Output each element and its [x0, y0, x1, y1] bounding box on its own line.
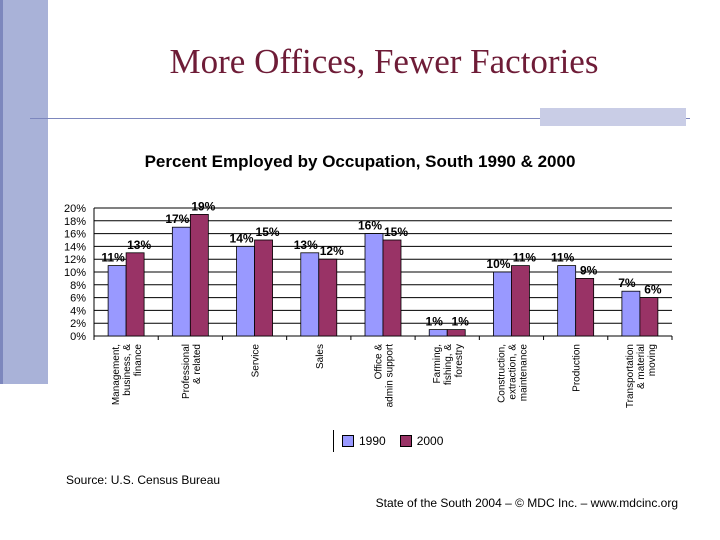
legend-item-2000: 2000	[399, 434, 444, 448]
bar-1990	[107, 265, 127, 337]
bar-2000	[125, 252, 145, 337]
title-divider	[30, 118, 690, 119]
x-category-label-line: maintenance	[518, 344, 529, 402]
y-tick-label: 2%	[70, 318, 86, 330]
side-accent-bar	[0, 0, 48, 384]
x-category-label-line: admin support	[385, 344, 396, 408]
x-category-label-line: fishing, &	[443, 344, 454, 385]
y-tick-label: 12%	[64, 254, 86, 266]
y-tick-label: 16%	[64, 229, 86, 241]
x-category-label-line: extraction, &	[507, 344, 518, 400]
source-note: Source: U.S. Census Bureau	[66, 473, 221, 487]
data-label: 13%	[127, 238, 151, 252]
title-divider-block	[540, 108, 686, 126]
y-tick-label: 14%	[64, 241, 86, 253]
data-label: 10%	[486, 257, 510, 271]
x-category-label-line: Transportation	[625, 344, 636, 408]
legend-label-2000: 2000	[416, 434, 444, 448]
bar-1990	[557, 265, 577, 337]
y-tick-label: 20%	[64, 203, 86, 215]
y-tick-label: 10%	[64, 267, 86, 279]
x-category-label-line: moving	[647, 344, 658, 376]
y-tick-label: 18%	[64, 216, 86, 228]
x-category-label-line: & related	[192, 344, 203, 384]
bar-chart: 0%2%4%6%8%10%12%14%16%18%20%11%13%Manage…	[64, 199, 673, 408]
data-label: 9%	[580, 263, 598, 277]
data-label: 19%	[191, 199, 215, 213]
data-label: 1%	[426, 315, 444, 329]
data-label: 6%	[644, 283, 662, 297]
legend-swatch-1990	[342, 435, 354, 447]
data-label: 11%	[513, 251, 537, 265]
x-category-label-line: business, &	[122, 344, 133, 396]
bar-1990	[236, 246, 255, 337]
footer-credit: State of the South 2004 – © MDC Inc. – w…	[375, 496, 678, 510]
data-label: 1%	[452, 315, 470, 329]
bar-1990	[300, 252, 320, 337]
slide-title: More Offices, Fewer Factories	[169, 42, 599, 81]
x-category-label-line: Professional	[181, 344, 192, 399]
legend-item-1990: 1990	[342, 434, 386, 448]
x-category-label-line: Farming,	[432, 344, 443, 383]
x-category-label-line: Production	[572, 344, 583, 392]
x-category-label: Office & admin support	[374, 344, 396, 408]
chart-title: Percent Employed by Occupation, South 19…	[144, 152, 576, 171]
side-accent-edge	[0, 0, 3, 384]
x-category-label-line: Service	[251, 344, 262, 378]
data-label: 13%	[294, 238, 318, 252]
bar-1990	[621, 290, 641, 337]
x-category-label: Production	[572, 344, 583, 392]
bar-1990	[364, 233, 384, 337]
data-label: 11%	[101, 251, 125, 265]
y-tick-label: 0%	[70, 331, 86, 343]
bar-2000	[318, 258, 338, 337]
x-category-label: Transportation & material moving	[625, 344, 658, 408]
data-label: 12%	[320, 244, 344, 258]
x-category-label: Professional & related	[181, 344, 203, 399]
x-category-label-line: Office &	[374, 344, 385, 380]
x-category-label-line: Construction,	[496, 344, 507, 403]
chart-legend: 1990 2000	[333, 430, 457, 452]
bar-2000	[189, 213, 209, 337]
data-label: 15%	[384, 225, 408, 239]
x-category-label-line: forestry	[454, 344, 465, 377]
data-label: 7%	[618, 276, 636, 290]
x-category-label: Farming, fishing, & forestry	[432, 344, 465, 385]
x-category-label: Management, business, & finance	[111, 344, 144, 406]
bar-1990	[171, 226, 191, 337]
bar-1990	[493, 271, 512, 337]
data-label: 17%	[165, 212, 189, 226]
bar-2000	[446, 329, 466, 337]
bar-2000	[382, 239, 402, 337]
legend-swatch-2000	[399, 435, 412, 447]
x-category-label: Sales	[315, 344, 326, 369]
x-category-label-line: finance	[133, 344, 144, 377]
x-category-label-line: Management,	[111, 344, 122, 405]
x-category-label: Construction, extraction, & maintenance	[496, 344, 529, 403]
x-category-label-line: & material	[636, 344, 647, 389]
y-tick-label: 4%	[70, 305, 86, 317]
bar-2000	[639, 297, 659, 337]
y-tick-label: 8%	[70, 280, 86, 292]
x-category-label: Service	[251, 344, 262, 378]
y-tick-label: 6%	[70, 293, 86, 305]
bar-2000	[511, 265, 530, 337]
legend-label-1990: 1990	[359, 434, 386, 448]
bar-1990	[428, 329, 448, 337]
data-label: 11%	[551, 251, 575, 265]
data-label: 15%	[256, 225, 280, 239]
data-label: 14%	[230, 231, 254, 245]
data-label: 16%	[358, 219, 382, 233]
x-category-label-line: Sales	[315, 344, 326, 369]
bar-2000	[254, 239, 273, 337]
bar-2000	[575, 278, 595, 337]
